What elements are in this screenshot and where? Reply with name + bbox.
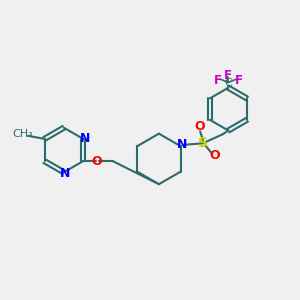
Text: F: F	[224, 69, 232, 82]
Text: N: N	[80, 132, 90, 146]
Text: O: O	[210, 149, 220, 162]
Text: F: F	[214, 74, 222, 87]
Text: S: S	[198, 136, 208, 150]
Text: CH₃: CH₃	[12, 129, 33, 140]
Text: F: F	[235, 74, 243, 87]
Text: N: N	[177, 138, 188, 151]
Text: C: C	[224, 78, 232, 88]
Text: O: O	[91, 154, 102, 168]
Text: N: N	[60, 167, 70, 180]
Text: O: O	[195, 121, 206, 134]
